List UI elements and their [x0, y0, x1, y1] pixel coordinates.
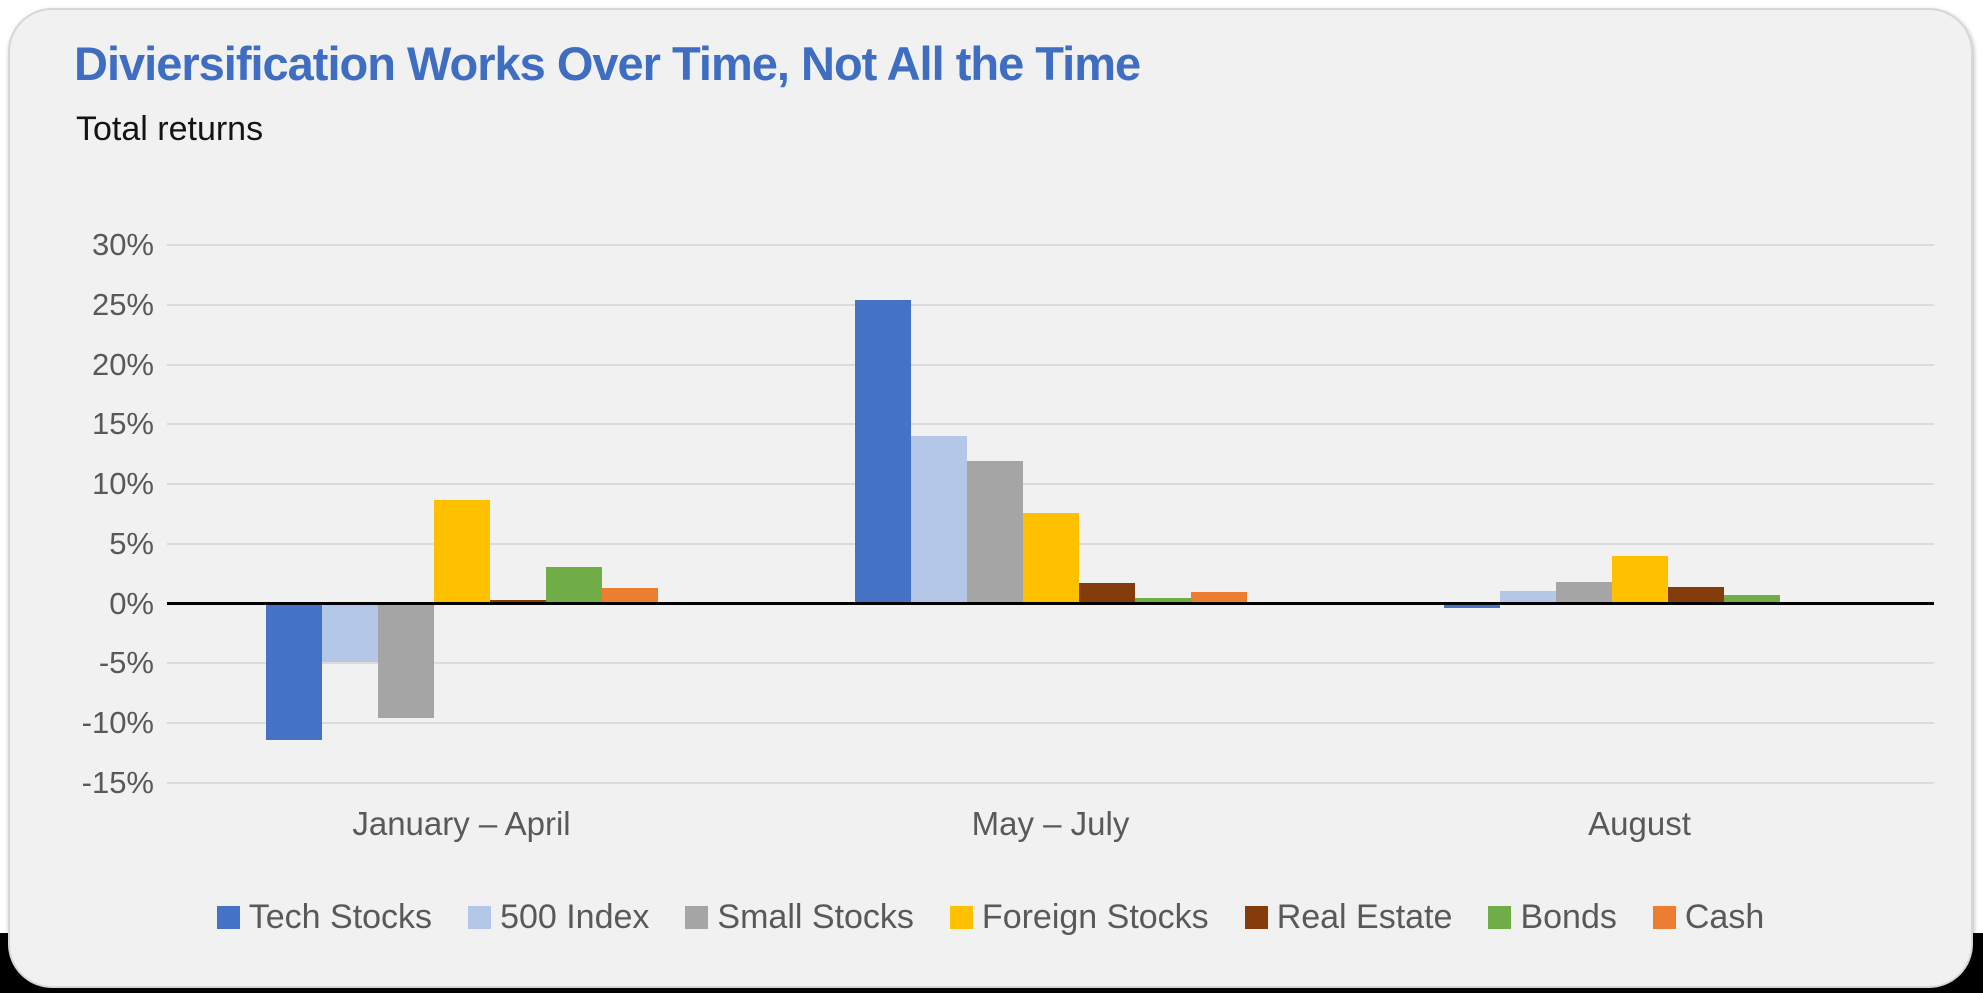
legend-item-small-stocks: Small Stocks — [685, 898, 914, 937]
legend-item-bonds: Bonds — [1488, 898, 1617, 937]
gridline — [167, 662, 1934, 665]
bar-500-index-group1 — [321, 603, 378, 663]
gridline — [167, 423, 1934, 426]
y-axis-tick-label: 5% — [109, 525, 154, 561]
x-axis-category-label: May – July — [971, 805, 1130, 842]
bar-cash-group2 — [1190, 591, 1247, 604]
bar-500-index-group3 — [1499, 590, 1556, 604]
legend-swatch-icon — [1652, 906, 1676, 929]
legend-label: Tech Stocks — [248, 898, 433, 936]
chart-title: Diviersification Works Over Time, Not Al… — [74, 37, 1141, 90]
chart-card: Diviersification Works Over Time, Not Al… — [8, 8, 1973, 988]
legend-swatch-icon — [1244, 906, 1268, 929]
legend-item-tech-stocks: Tech Stocks — [216, 898, 433, 937]
bar-foreign-stocks-group3 — [1611, 555, 1668, 604]
y-axis-tick-label: -5% — [98, 645, 154, 681]
y-axis-tick-label: 10% — [91, 466, 154, 502]
zero-axis-line — [167, 602, 1934, 606]
legend-item-500-index: 500 Index — [468, 898, 649, 937]
x-axis-category-label: August — [1588, 805, 1691, 842]
gridline — [167, 303, 1934, 306]
gridline — [167, 244, 1934, 246]
bar-small-stocks-group3 — [1555, 582, 1612, 604]
bar-real-estate-group2 — [1078, 583, 1135, 604]
y-axis-tick-label: 0% — [109, 585, 154, 621]
chart-subtitle: Total returns — [76, 110, 264, 148]
bar-small-stocks-group1 — [377, 603, 434, 719]
y-axis-tick-label: 20% — [91, 346, 154, 382]
legend-swatch-icon — [216, 906, 240, 929]
gridline — [167, 782, 1934, 784]
bar-500-index-group2 — [910, 436, 967, 604]
bar-bonds-group2 — [1134, 597, 1191, 604]
bar-real-estate-group1 — [489, 600, 546, 604]
bar-tech-stocks-group2 — [854, 299, 911, 604]
gridline — [167, 483, 1934, 486]
plot-area: January – April May – July August — [167, 244, 1934, 842]
legend: Tech Stocks 500 Index Small Stocks Foreign … — [10, 898, 1971, 937]
gridline — [167, 363, 1934, 366]
bar-tech-stocks-group1 — [265, 603, 322, 740]
bar-foreign-stocks-group2 — [1022, 512, 1079, 604]
legend-label: Small Stocks — [717, 898, 914, 936]
legend-label: Cash — [1684, 898, 1765, 936]
gridline — [167, 722, 1934, 725]
y-axis-tick-label: 30% — [91, 227, 154, 262]
legend-item-real-estate: Real Estate — [1244, 898, 1453, 937]
bar-tech-stocks-group3 — [1443, 603, 1500, 609]
legend-item-foreign-stocks: Foreign Stocks — [949, 898, 1209, 937]
bar-cash-group1 — [601, 588, 658, 604]
legend-swatch-icon — [685, 906, 709, 929]
y-axis-tick-label: 15% — [91, 406, 154, 442]
y-axis-tick-label: 25% — [91, 286, 154, 322]
y-axis-tick-label: -15% — [81, 765, 154, 800]
legend-label: Foreign Stocks — [981, 898, 1209, 936]
legend-item-cash: Cash — [1652, 898, 1765, 937]
legend-label: 500 Index — [500, 898, 650, 936]
y-axis-tick-label: -10% — [81, 705, 154, 741]
legend-label: Bonds — [1520, 898, 1617, 936]
legend-label: Real Estate — [1276, 898, 1453, 936]
legend-swatch-icon — [949, 906, 973, 929]
bar-small-stocks-group2 — [966, 461, 1023, 604]
bar-bonds-group1 — [545, 566, 602, 604]
legend-swatch-icon — [1488, 906, 1512, 929]
bar-bonds-group3 — [1723, 595, 1780, 604]
x-axis-category-label: January – April — [352, 805, 571, 842]
bar-real-estate-group3 — [1667, 586, 1724, 604]
legend-swatch-icon — [468, 906, 492, 929]
bar-foreign-stocks-group1 — [433, 499, 490, 604]
